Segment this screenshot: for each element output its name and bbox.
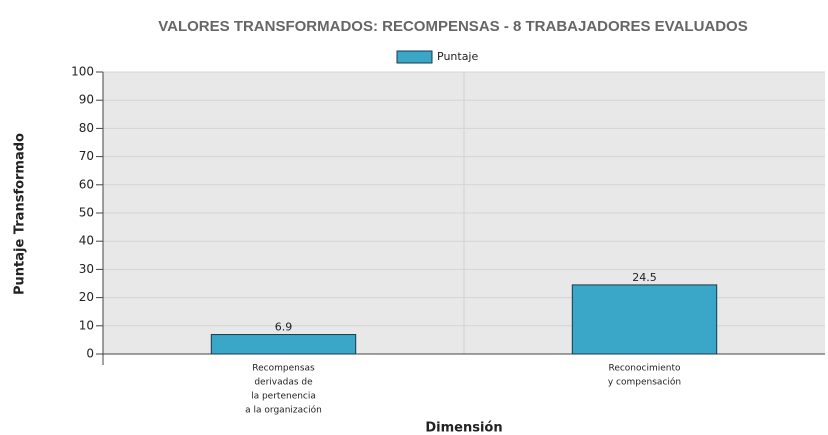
x-tick-label: derivadas de (254, 378, 313, 388)
x-tick-label: la pertenencia (251, 392, 316, 402)
bar (210, 334, 357, 355)
x-tick-label: a la organización (245, 405, 322, 416)
bar (571, 284, 718, 355)
y-tick-label: 10 (79, 318, 94, 332)
y-tick-label: 30 (79, 262, 94, 276)
legend-label: Puntaje (437, 50, 478, 63)
x-tick-label: Reconocimiento (608, 364, 681, 374)
x-axis-label: Dimensión (425, 421, 502, 435)
y-tick-label: 40 (79, 234, 94, 248)
y-tick-label: 20 (79, 290, 94, 304)
y-tick-label: 60 (79, 177, 94, 191)
value-label: 24.5 (632, 271, 657, 284)
x-tick-label: Recompensas (252, 364, 315, 374)
y-tick-label: 90 (79, 93, 94, 107)
y-tick-label: 50 (79, 206, 94, 220)
y-axis-label: Puntaje Transformado (13, 133, 28, 295)
y-tick-label: 100 (71, 65, 94, 79)
value-label: 6.9 (275, 321, 293, 334)
chart-title: VALORES TRANSFORMADOS: RECOMPENSAS - 8 T… (158, 18, 747, 35)
y-tick-label: 70 (79, 149, 94, 163)
y-tick-label: 0 (86, 347, 94, 361)
y-tick-label: 80 (79, 121, 94, 135)
x-tick-label: y compensación (608, 377, 681, 388)
legend-swatch (396, 50, 433, 64)
